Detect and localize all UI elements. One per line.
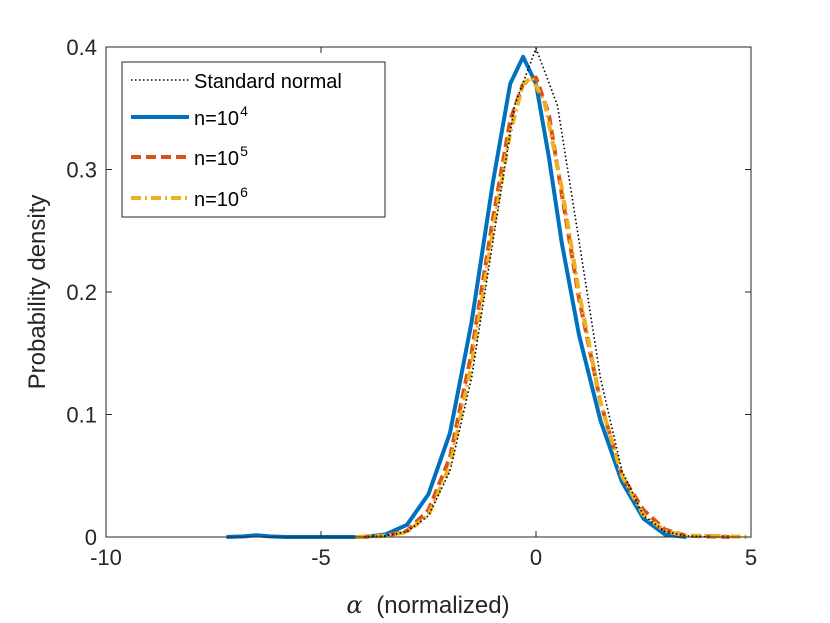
x-tick-label: 0 (530, 545, 542, 570)
alpha-symbol: α (346, 591, 362, 619)
legend-label-exponent: 6 (240, 184, 248, 200)
legend-label-base: n=10 (194, 189, 239, 211)
y-axis-title: Probability density (24, 195, 51, 390)
legend-label-4: n=106 (194, 184, 248, 211)
y-tick-label: 0 (85, 525, 97, 550)
legend-label-3: n=105 (194, 143, 248, 170)
x-axis-title: α (normalized) (346, 591, 509, 619)
legend-label-base: Standard normal (194, 71, 342, 93)
y-tick-label: 0.1 (66, 403, 97, 428)
x-axis-title-text: (normalized) (376, 592, 509, 619)
legend-label-exponent: 4 (240, 103, 248, 119)
axes-layer: -10 -5 0 5 0 0.1 0.2 0.3 0.4 (66, 35, 757, 570)
x-tick-label: 5 (745, 545, 757, 570)
legend-label-base: n=10 (194, 108, 239, 130)
x-tick-label: -5 (311, 545, 331, 570)
x-tick-label: -10 (90, 545, 122, 570)
legend-label-1: Standard normal (194, 71, 342, 93)
series-line-4 (355, 75, 752, 539)
y-tick-label: 0.2 (66, 280, 97, 305)
legend-box (121, 61, 386, 218)
y-tick-label: 0.3 (66, 158, 97, 183)
y-tick-label: 0.4 (66, 35, 97, 60)
legend-label-base: n=10 (194, 148, 239, 170)
legend-label-exponent: 5 (240, 143, 248, 159)
legend-label-2: n=104 (194, 103, 248, 130)
